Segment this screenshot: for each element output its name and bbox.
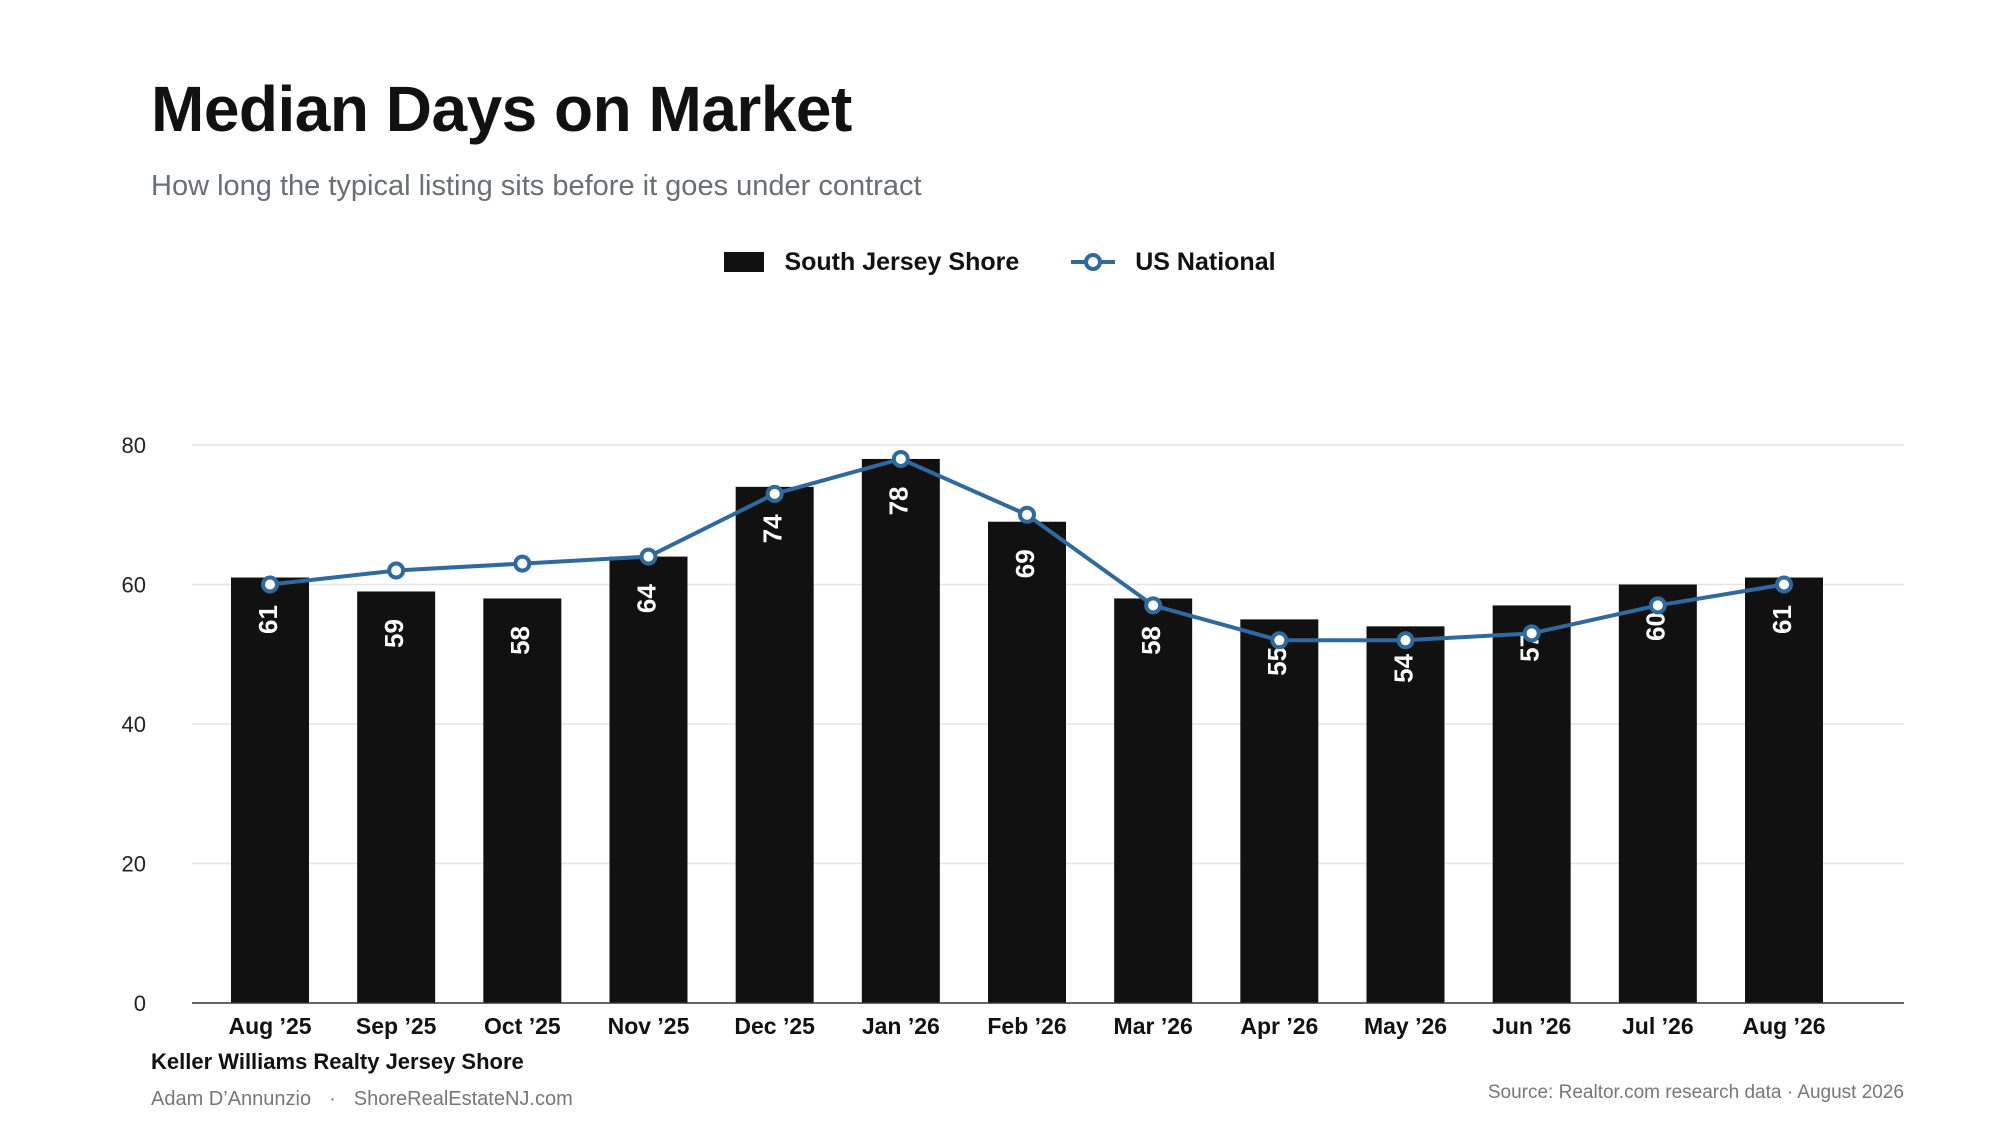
bar-0: [231, 577, 309, 1003]
y-tick-label: 40: [122, 712, 146, 737]
bar-data-label: 61: [253, 605, 283, 634]
bar-data-label: 55: [1262, 647, 1292, 676]
legend-label-bar: South Jersey Shore: [784, 247, 1020, 276]
x-tick-label: Sep ’25: [356, 1013, 437, 1039]
legend-label-line: US National: [1135, 247, 1276, 276]
bar-data-label: 69: [1010, 549, 1040, 578]
line-point-3: [639, 547, 658, 566]
x-tick-label: Jan ’26: [862, 1013, 940, 1039]
line-point-8: [1270, 631, 1289, 650]
y-tick-label: 80: [122, 433, 146, 458]
line-point-9: [1396, 631, 1415, 650]
line-point-2: [513, 554, 532, 573]
bar-data-label: 58: [1136, 626, 1166, 655]
x-tick-label: Dec ’25: [734, 1013, 815, 1039]
bar-data-label: 74: [758, 514, 788, 543]
bar-11: [1618, 584, 1697, 1003]
bar-3: [609, 556, 688, 1003]
bar-data-label: 61: [1767, 605, 1797, 634]
legend: South Jersey Shore US National: [0, 244, 2000, 280]
bar-4: [735, 486, 814, 1004]
footer-separator: ·: [329, 1088, 336, 1110]
bar-data-label: 59: [379, 619, 409, 648]
line-point-12: [1775, 575, 1793, 594]
y-tick-label: 0: [134, 991, 146, 1016]
bar-9: [1366, 626, 1445, 1003]
bar-2: [483, 598, 562, 1003]
x-tick-label: Mar ’26: [1114, 1013, 1193, 1039]
y-tick-label: 60: [122, 573, 146, 598]
x-tick-label: Aug ’26: [1742, 1013, 1825, 1039]
bar-5: [861, 458, 940, 1003]
line-point-10: [1522, 624, 1541, 643]
line-series: [261, 449, 1793, 650]
bar-6: [988, 521, 1066, 1003]
y-tick-label: 20: [122, 852, 146, 877]
bar-7: [1114, 598, 1193, 1003]
bar-data-label: 58: [505, 626, 535, 655]
bar-data-label: 78: [884, 486, 914, 515]
bar-series: [231, 458, 1823, 1004]
x-tick-label: Jul ’26: [1622, 1013, 1694, 1039]
footer-brand: Keller Williams Realty Jersey Shore: [151, 1049, 524, 1074]
legend-item-south-jersey-shore: South Jersey Shore: [724, 248, 1019, 277]
bar-data-label: 64: [631, 584, 661, 613]
x-tick-label: Feb ’26: [987, 1013, 1066, 1039]
bar-10: [1492, 605, 1571, 1003]
x-tick-label: Aug ’25: [228, 1013, 311, 1039]
legend-bar-swatch: [724, 252, 765, 272]
line-point-7: [1144, 596, 1163, 615]
x-tick-label: Oct ’25: [484, 1013, 561, 1039]
line-point-11: [1648, 596, 1667, 615]
x-tick-label: May ’26: [1364, 1013, 1447, 1039]
legend-line-swatch: [1071, 253, 1116, 271]
footer-source: Source: Realtor.com research data · Augu…: [1487, 1082, 1904, 1103]
bar-8: [1240, 619, 1319, 1003]
chart-subtitle: How long the typical listing sits before…: [151, 170, 922, 202]
chart-title: Median Days on Market: [151, 73, 852, 145]
legend-item-us-national: US National: [1071, 247, 1276, 277]
x-tick-label: Nov ’25: [608, 1013, 690, 1039]
bar-1: [357, 591, 436, 1003]
line-point-0: [261, 575, 279, 594]
line-point-5: [891, 449, 910, 468]
bar-data-label: 54: [1388, 653, 1418, 682]
y-axis-ticks: 0 20 40 60 80: [122, 433, 146, 1016]
footer-website[interactable]: ShoreRealEstateNJ.com: [353, 1088, 573, 1110]
footer-author: Adam D’Annunzio: [151, 1088, 312, 1110]
line-point-4: [765, 484, 784, 503]
bar-12: [1745, 577, 1823, 1003]
line-point-6: [1018, 505, 1036, 524]
bar-data-label: 60: [1641, 612, 1671, 641]
footer-meta: Adam D’Annunzio · ShoreRealEstateNJ.com: [151, 1088, 573, 1111]
x-tick-label: Apr ’26: [1240, 1013, 1318, 1039]
line-point-1: [387, 561, 406, 580]
x-tick-label: Jun ’26: [1492, 1013, 1571, 1039]
x-axis: Aug ’25 Sep ’25 Oct ’25 Nov ’25 Dec ’25 Jan ’…: [192, 1002, 1904, 1039]
